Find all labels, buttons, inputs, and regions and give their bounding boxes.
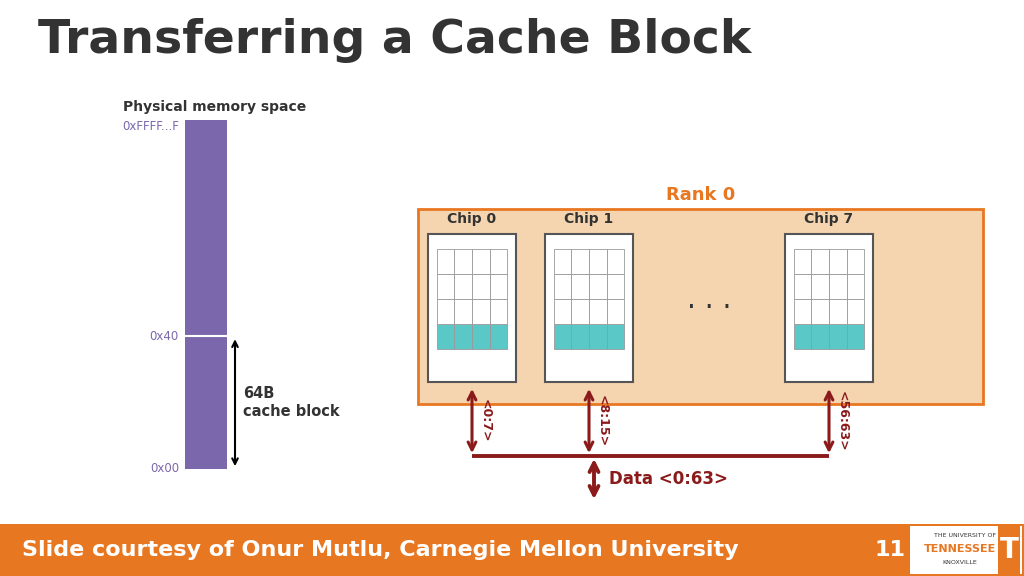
Bar: [185, 120, 227, 469]
Text: Data <0:63>: Data <0:63>: [609, 470, 728, 488]
Text: Rank 0: Rank 0: [666, 186, 735, 204]
Bar: [554, 274, 571, 299]
Bar: [829, 299, 847, 324]
Bar: [794, 274, 811, 299]
Bar: [472, 249, 489, 274]
Bar: [847, 324, 864, 350]
Bar: [472, 324, 489, 350]
Bar: [829, 249, 847, 274]
Bar: [910, 526, 1022, 574]
Bar: [589, 249, 606, 274]
Bar: [847, 274, 864, 299]
Bar: [428, 234, 516, 382]
Bar: [571, 274, 589, 299]
Text: T: T: [999, 536, 1019, 564]
Bar: [606, 249, 625, 274]
Text: THE UNIVERSITY OF: THE UNIVERSITY OF: [934, 533, 996, 538]
Text: ⋮: ⋮: [197, 233, 216, 252]
Bar: [437, 324, 455, 350]
Bar: [489, 249, 507, 274]
Text: Physical memory space: Physical memory space: [123, 100, 306, 114]
Text: KNOXVILLE: KNOXVILLE: [943, 560, 977, 566]
Bar: [554, 249, 571, 274]
Bar: [589, 299, 606, 324]
Bar: [589, 274, 606, 299]
Bar: [785, 234, 873, 382]
Bar: [545, 234, 633, 382]
Bar: [998, 526, 1020, 574]
Text: Transferring a Cache Block: Transferring a Cache Block: [38, 18, 752, 63]
Text: · · ·: · · ·: [687, 294, 731, 322]
Text: TENNESSEE: TENNESSEE: [924, 544, 996, 554]
Bar: [811, 249, 829, 274]
Bar: [794, 249, 811, 274]
Bar: [811, 299, 829, 324]
Bar: [811, 274, 829, 299]
Text: 0xFFFF...F: 0xFFFF...F: [122, 120, 179, 133]
Text: Slide courtesy of Onur Mutlu, Carnegie Mellon University: Slide courtesy of Onur Mutlu, Carnegie M…: [22, 540, 738, 560]
Bar: [847, 249, 864, 274]
Bar: [455, 299, 472, 324]
Bar: [571, 249, 589, 274]
Bar: [794, 299, 811, 324]
Bar: [455, 274, 472, 299]
Text: 11: 11: [874, 540, 905, 560]
Bar: [418, 209, 983, 404]
Bar: [472, 274, 489, 299]
Bar: [606, 274, 625, 299]
Text: 0x40: 0x40: [150, 330, 179, 343]
Bar: [554, 324, 571, 350]
Bar: [794, 324, 811, 350]
Bar: [437, 274, 455, 299]
Bar: [437, 249, 455, 274]
Bar: [455, 324, 472, 350]
Bar: [489, 324, 507, 350]
Bar: [829, 274, 847, 299]
Bar: [472, 299, 489, 324]
Text: Chip 1: Chip 1: [564, 212, 613, 226]
Text: 64B
cache block: 64B cache block: [243, 386, 340, 419]
Bar: [554, 299, 571, 324]
Bar: [0, 524, 1024, 576]
Bar: [589, 324, 606, 350]
Bar: [571, 324, 589, 350]
Bar: [606, 299, 625, 324]
Text: Chip 7: Chip 7: [805, 212, 854, 226]
Text: <8:15>: <8:15>: [596, 395, 609, 447]
Bar: [489, 299, 507, 324]
Bar: [847, 299, 864, 324]
Bar: [606, 324, 625, 350]
Bar: [437, 299, 455, 324]
Bar: [489, 274, 507, 299]
Text: Chip 0: Chip 0: [447, 212, 497, 226]
Bar: [571, 299, 589, 324]
Bar: [455, 249, 472, 274]
Text: <0:7>: <0:7>: [479, 399, 492, 443]
Text: 0x00: 0x00: [150, 463, 179, 476]
Bar: [811, 324, 829, 350]
Bar: [829, 324, 847, 350]
Text: <56:63>: <56:63>: [836, 391, 849, 452]
